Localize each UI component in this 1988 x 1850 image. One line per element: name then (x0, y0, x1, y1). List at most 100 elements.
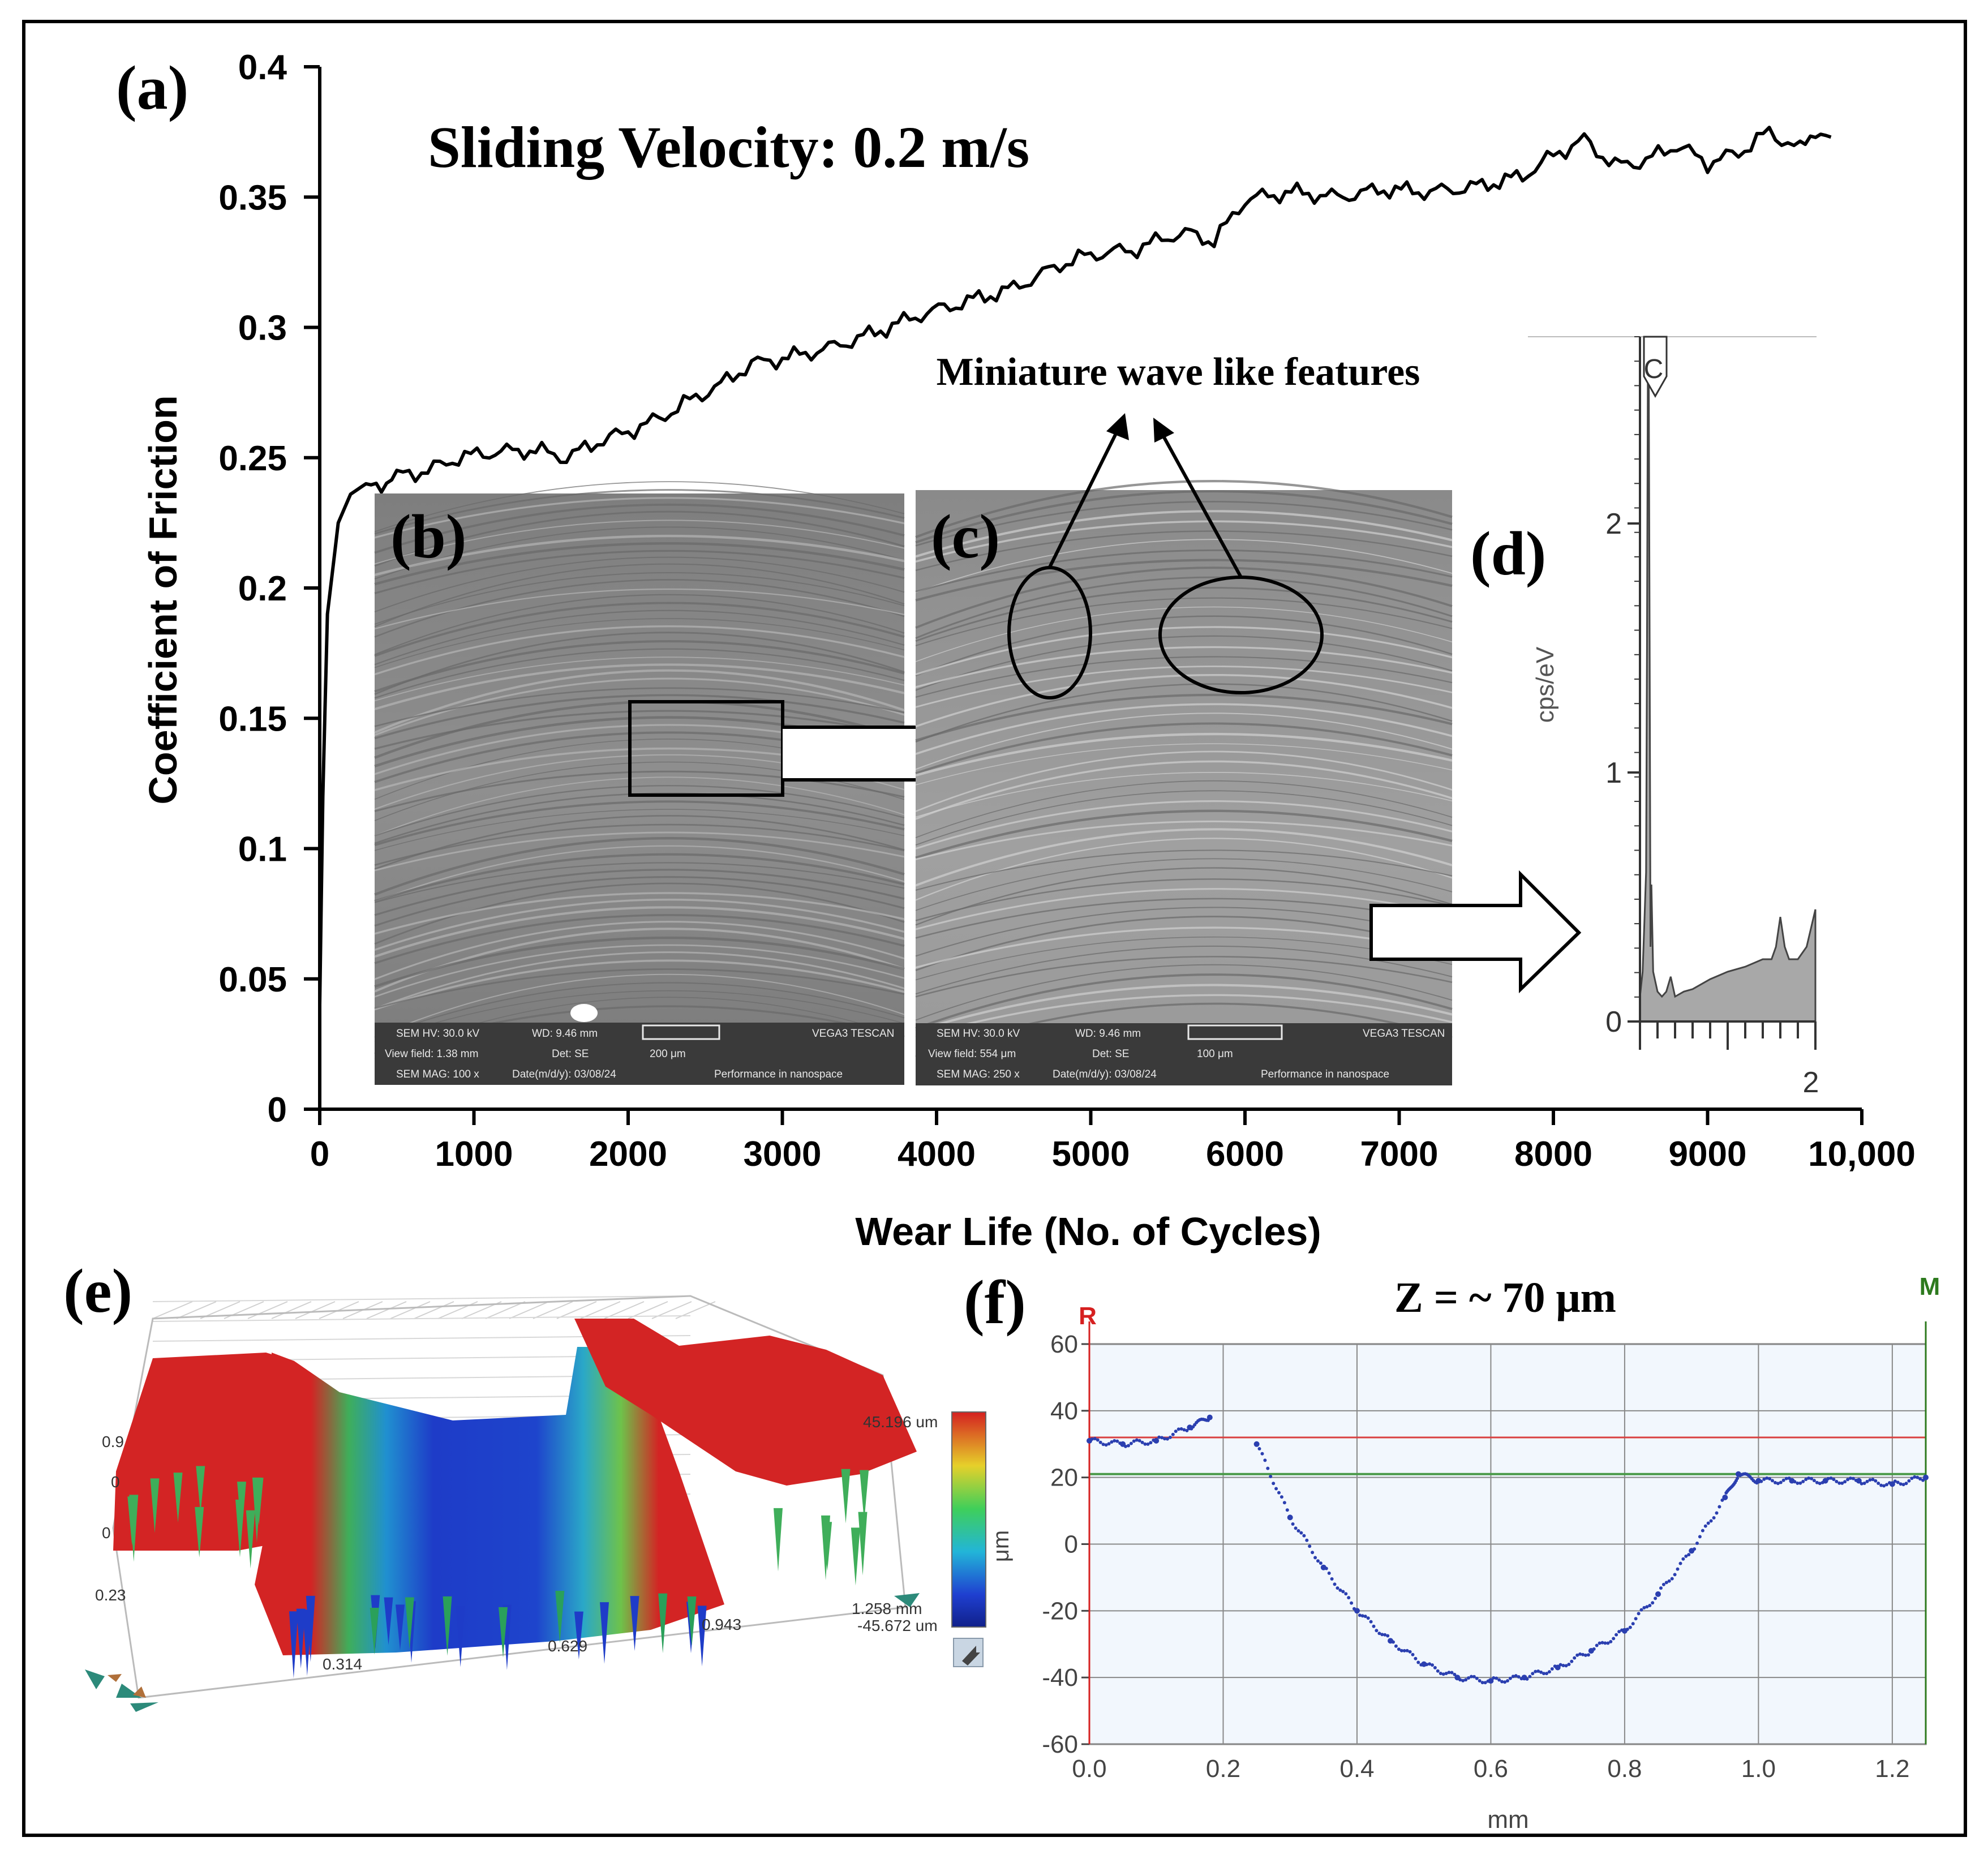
semC-arcs-line (915, 888, 1453, 930)
semB-arcs-line (374, 876, 905, 927)
profile-trace-dot (1338, 1588, 1342, 1592)
surface-spike (600, 1602, 609, 1664)
profile-trace-dot (1344, 1592, 1348, 1596)
profile-trace-dot (1517, 1675, 1521, 1679)
profile-trace-dot (1896, 1480, 1900, 1484)
profile-trace-dot (1542, 1672, 1545, 1676)
sem-image-b: SEM HV: 30.0 kV WD: 9.46 mm VEGA3 TESCAN… (374, 481, 905, 1085)
semC-arcs-line (915, 867, 1453, 926)
profile-x-tick-label: 0.4 (1339, 1755, 1374, 1783)
profile-trace-dot (1165, 1437, 1169, 1441)
profile-trace-dot (1567, 1663, 1571, 1666)
cof-x-tick-label: 8000 (1514, 1135, 1592, 1174)
profile-trace-dot (1260, 1452, 1264, 1456)
cof-x-tick-label: 9000 (1669, 1135, 1747, 1174)
profile-trace-dot (1774, 1480, 1777, 1484)
surface-spike (574, 1611, 583, 1660)
profile-trace-dot (1654, 1596, 1658, 1600)
cof-y-tick-label: 0.25 (218, 439, 287, 478)
surface-side-label-1: 0.9 (102, 1433, 124, 1450)
semC-arcs-line (915, 490, 1453, 544)
profile-trace-dot (1667, 1579, 1671, 1583)
semC-arcs-line (915, 790, 1453, 846)
sem-b-info-bar (375, 1023, 904, 1085)
surface-spike (851, 1527, 860, 1586)
semB-arcs-line (374, 853, 905, 903)
profile-trace-dot (1603, 1641, 1607, 1645)
surface-spike (555, 1590, 565, 1643)
profile-trace-dot (1832, 1478, 1836, 1482)
surface-spike (405, 1597, 414, 1650)
profile-trace-dot (1901, 1483, 1905, 1487)
profile-trace-dot (1360, 1614, 1364, 1618)
colorbar-max: 45.196 um (863, 1413, 938, 1431)
profile-trace-dot (1299, 1531, 1303, 1535)
semB-arcs-line (374, 869, 905, 916)
profile-trace-dot (1450, 1671, 1454, 1675)
semC-arcs-line (915, 606, 1453, 662)
profile-trace-dot (1257, 1447, 1261, 1450)
profile-trace-dot (1600, 1641, 1604, 1645)
profile-trace-dot (1107, 1442, 1111, 1446)
semC-arcs-line (915, 559, 1453, 602)
profile-trace-dot (1709, 1519, 1713, 1523)
sem-b-scalebar (642, 1024, 720, 1040)
profile-trace-dot (1341, 1590, 1345, 1594)
profile-trace-dot (1706, 1521, 1710, 1525)
profile-trace-dot (1461, 1679, 1465, 1682)
profile-trace-dot (1383, 1633, 1387, 1637)
profile-trace-dot (1439, 1672, 1442, 1675)
semC-arcs-line (915, 683, 1453, 743)
semB-arcs-line (374, 542, 905, 586)
semB-arcs-line (374, 669, 905, 734)
surface-side-label-4: 0.23 (95, 1586, 126, 1604)
profile-trace-dot (1639, 1608, 1643, 1612)
profile-trace-dot (1402, 1649, 1406, 1652)
profile-trace-dot (1826, 1476, 1830, 1480)
profile-trace-dot (1093, 1437, 1097, 1441)
surface-grid-line (152, 1301, 193, 1319)
profile-trace-dot (1771, 1479, 1774, 1483)
semC-arcs-line (915, 510, 1453, 558)
profile-trace-dot (1718, 1505, 1721, 1509)
sem-b-hv: SEM HV: 30.0 kV (396, 1028, 479, 1040)
semB-arcs-line (374, 898, 905, 951)
semB-arcs-line (374, 609, 905, 666)
eds-y-axis-label: cps/eV (1531, 646, 1559, 723)
surface-grid-line (295, 1301, 336, 1319)
sem-c-brand: VEGA3 TESCAN (1363, 1028, 1445, 1040)
profile-trace-dot (1416, 1660, 1420, 1664)
profile-trace-dot (1868, 1478, 1872, 1482)
profile-trace-dot (1637, 1612, 1641, 1616)
profile-trace-dot (1882, 1484, 1886, 1488)
surface-side-label-2: 0 (111, 1473, 120, 1491)
profile-trace-dot (1411, 1652, 1415, 1656)
profile-trace-dot (1305, 1538, 1309, 1542)
semB-arcs-line (374, 906, 905, 958)
profile-trace-dot (1408, 1650, 1412, 1654)
profile-trace-dot (1586, 1653, 1590, 1657)
profile-data-point (1923, 1474, 1929, 1480)
semB-arcs-line (374, 882, 905, 945)
profile-trace-dot (1877, 1482, 1880, 1485)
profile-trace-dot (1659, 1586, 1663, 1590)
profile-trace-dot (1670, 1577, 1674, 1581)
profile-data-point (1655, 1591, 1661, 1597)
surface-side-label-3: 0 (102, 1524, 111, 1542)
profile-trace-dot (1146, 1442, 1150, 1446)
profile-trace-dot (1609, 1639, 1613, 1643)
profile-data-point (1287, 1514, 1293, 1521)
profile-trace-dot (1090, 1437, 1094, 1441)
profile-x-tick-label: 0.0 (1072, 1755, 1106, 1783)
eds-y-tick-label: 2 (1605, 508, 1622, 540)
surface-right-plateau (574, 1319, 917, 1486)
semB-arcs-line (374, 556, 905, 613)
profile-trace-dot (1592, 1647, 1596, 1651)
semC-arcs-line (915, 760, 1453, 820)
profile-marker-R: R (1079, 1302, 1097, 1330)
profile-trace-dot (1274, 1487, 1278, 1491)
surface-grid-line (533, 1301, 573, 1319)
profile-trace-dot (1835, 1479, 1839, 1483)
profile-trace-dot (1358, 1613, 1362, 1617)
semC-arcs-line (915, 956, 1453, 998)
